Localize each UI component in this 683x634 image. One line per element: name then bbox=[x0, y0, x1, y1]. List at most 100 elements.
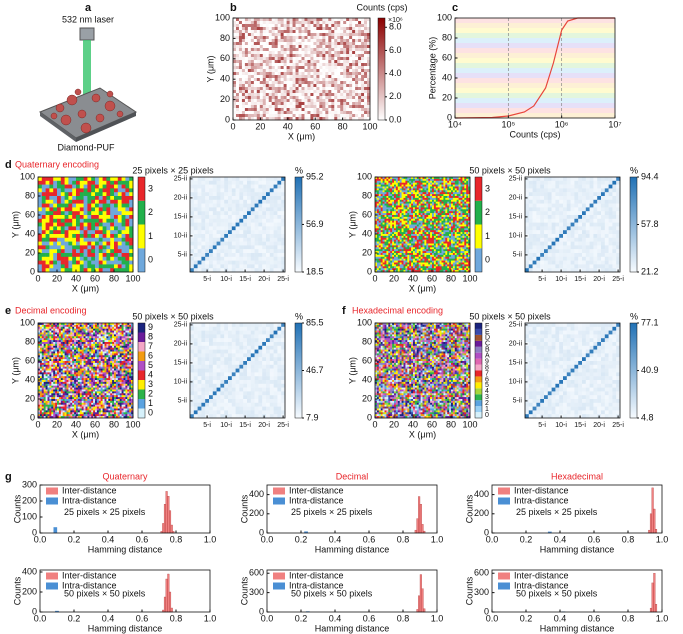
map-pixel bbox=[443, 192, 446, 195]
map-pixel bbox=[349, 54, 353, 58]
map-pixel bbox=[380, 196, 383, 199]
map-pixel bbox=[268, 90, 273, 94]
map-pixel bbox=[95, 230, 100, 235]
map-pixel bbox=[430, 192, 433, 195]
map-pixel bbox=[382, 222, 385, 225]
map-pixel bbox=[420, 237, 423, 240]
matrix-cell bbox=[250, 234, 255, 238]
map-pixel bbox=[411, 177, 414, 180]
matrix-cell bbox=[197, 226, 202, 231]
map-pixel bbox=[83, 211, 88, 216]
map-pixel bbox=[346, 114, 350, 118]
map-pixel bbox=[241, 30, 246, 34]
map-pixel bbox=[392, 201, 395, 204]
map-pixel bbox=[458, 190, 461, 193]
map-pixel bbox=[441, 180, 444, 183]
map-pixel bbox=[447, 226, 450, 229]
map-pixel bbox=[256, 96, 261, 100]
map-pixel bbox=[466, 228, 469, 231]
matrix-cell bbox=[235, 199, 240, 204]
matrix-cell bbox=[209, 196, 213, 200]
map-pixel bbox=[364, 81, 368, 85]
map-pixel bbox=[414, 199, 418, 202]
map-pixel bbox=[378, 205, 381, 208]
map-pixel bbox=[397, 197, 400, 201]
map-pixel bbox=[409, 251, 412, 254]
map-pixel bbox=[238, 69, 243, 73]
map-pixel bbox=[376, 194, 380, 197]
matrix-cell bbox=[273, 192, 278, 197]
map-pixel bbox=[443, 182, 446, 185]
matrix-cell bbox=[254, 234, 259, 238]
matrix-cell bbox=[277, 234, 282, 238]
map-pixel bbox=[57, 215, 62, 220]
map-pixel bbox=[460, 180, 463, 183]
map-pixel bbox=[292, 48, 296, 52]
map-pixel bbox=[420, 178, 423, 182]
map-pixel bbox=[343, 69, 347, 73]
map-pixel bbox=[456, 224, 459, 227]
map-pixel bbox=[411, 194, 414, 197]
map-pixel bbox=[468, 209, 471, 212]
map-pixel bbox=[380, 180, 383, 183]
map-pixel bbox=[102, 207, 107, 212]
map-pixel bbox=[401, 205, 404, 208]
map-pixel bbox=[411, 230, 414, 233]
map-pixel bbox=[253, 81, 258, 85]
matrix-cell bbox=[201, 196, 206, 200]
map-pixel bbox=[325, 36, 329, 40]
colorbar-multiplier: ×10⁶ bbox=[388, 17, 403, 24]
map-pixel bbox=[340, 54, 344, 58]
map-pixel bbox=[233, 39, 237, 43]
map-pixel bbox=[364, 60, 368, 64]
map-pixel bbox=[454, 243, 457, 246]
map-pixel bbox=[235, 27, 240, 31]
map-pixel bbox=[435, 232, 438, 235]
map-pixel bbox=[274, 51, 278, 55]
map-pixel bbox=[452, 218, 456, 221]
map-pixel bbox=[322, 27, 326, 31]
matrix-cell bbox=[220, 207, 225, 212]
map-pixel bbox=[280, 57, 284, 61]
map-pixel bbox=[456, 180, 459, 183]
map-pixel bbox=[394, 205, 397, 208]
map-pixel bbox=[346, 45, 350, 49]
map-pixel bbox=[454, 180, 457, 183]
matrix-cell bbox=[262, 207, 267, 212]
map-pixel bbox=[397, 218, 400, 221]
map-pixel bbox=[57, 230, 62, 235]
colorbar-tick-label: 0.0 bbox=[389, 114, 402, 124]
matrix-cell bbox=[266, 199, 270, 204]
map-pixel bbox=[401, 220, 404, 223]
map-pixel bbox=[420, 190, 423, 193]
map-pixel bbox=[458, 199, 461, 202]
map-pixel bbox=[253, 114, 258, 118]
map-pixel bbox=[292, 117, 296, 121]
map-pixel bbox=[454, 201, 457, 204]
map-pixel bbox=[241, 102, 246, 106]
map-pixel bbox=[340, 33, 344, 37]
map-pixel bbox=[129, 207, 134, 212]
map-pixel bbox=[352, 51, 356, 55]
map-pixel bbox=[466, 247, 469, 250]
map-pixel bbox=[407, 186, 410, 189]
map-pixel bbox=[414, 241, 418, 244]
map-pixel bbox=[328, 96, 332, 100]
map-pixel bbox=[405, 216, 408, 220]
map-pixel bbox=[289, 54, 293, 58]
map-pixel bbox=[388, 196, 391, 199]
map-pixel bbox=[41, 260, 46, 265]
map-pixel bbox=[430, 249, 433, 252]
map-pixel bbox=[280, 81, 284, 85]
matrix-cell bbox=[254, 207, 259, 212]
map-pixel bbox=[399, 249, 402, 252]
map-pixel bbox=[238, 96, 243, 100]
matrix-cell bbox=[224, 234, 229, 238]
map-pixel bbox=[361, 99, 365, 103]
map-pixel bbox=[447, 177, 450, 180]
map-pixel bbox=[401, 218, 404, 221]
map-pixel bbox=[454, 226, 457, 229]
map-pixel bbox=[437, 251, 440, 254]
map-pixel bbox=[414, 222, 418, 225]
map-pixel bbox=[401, 207, 404, 210]
